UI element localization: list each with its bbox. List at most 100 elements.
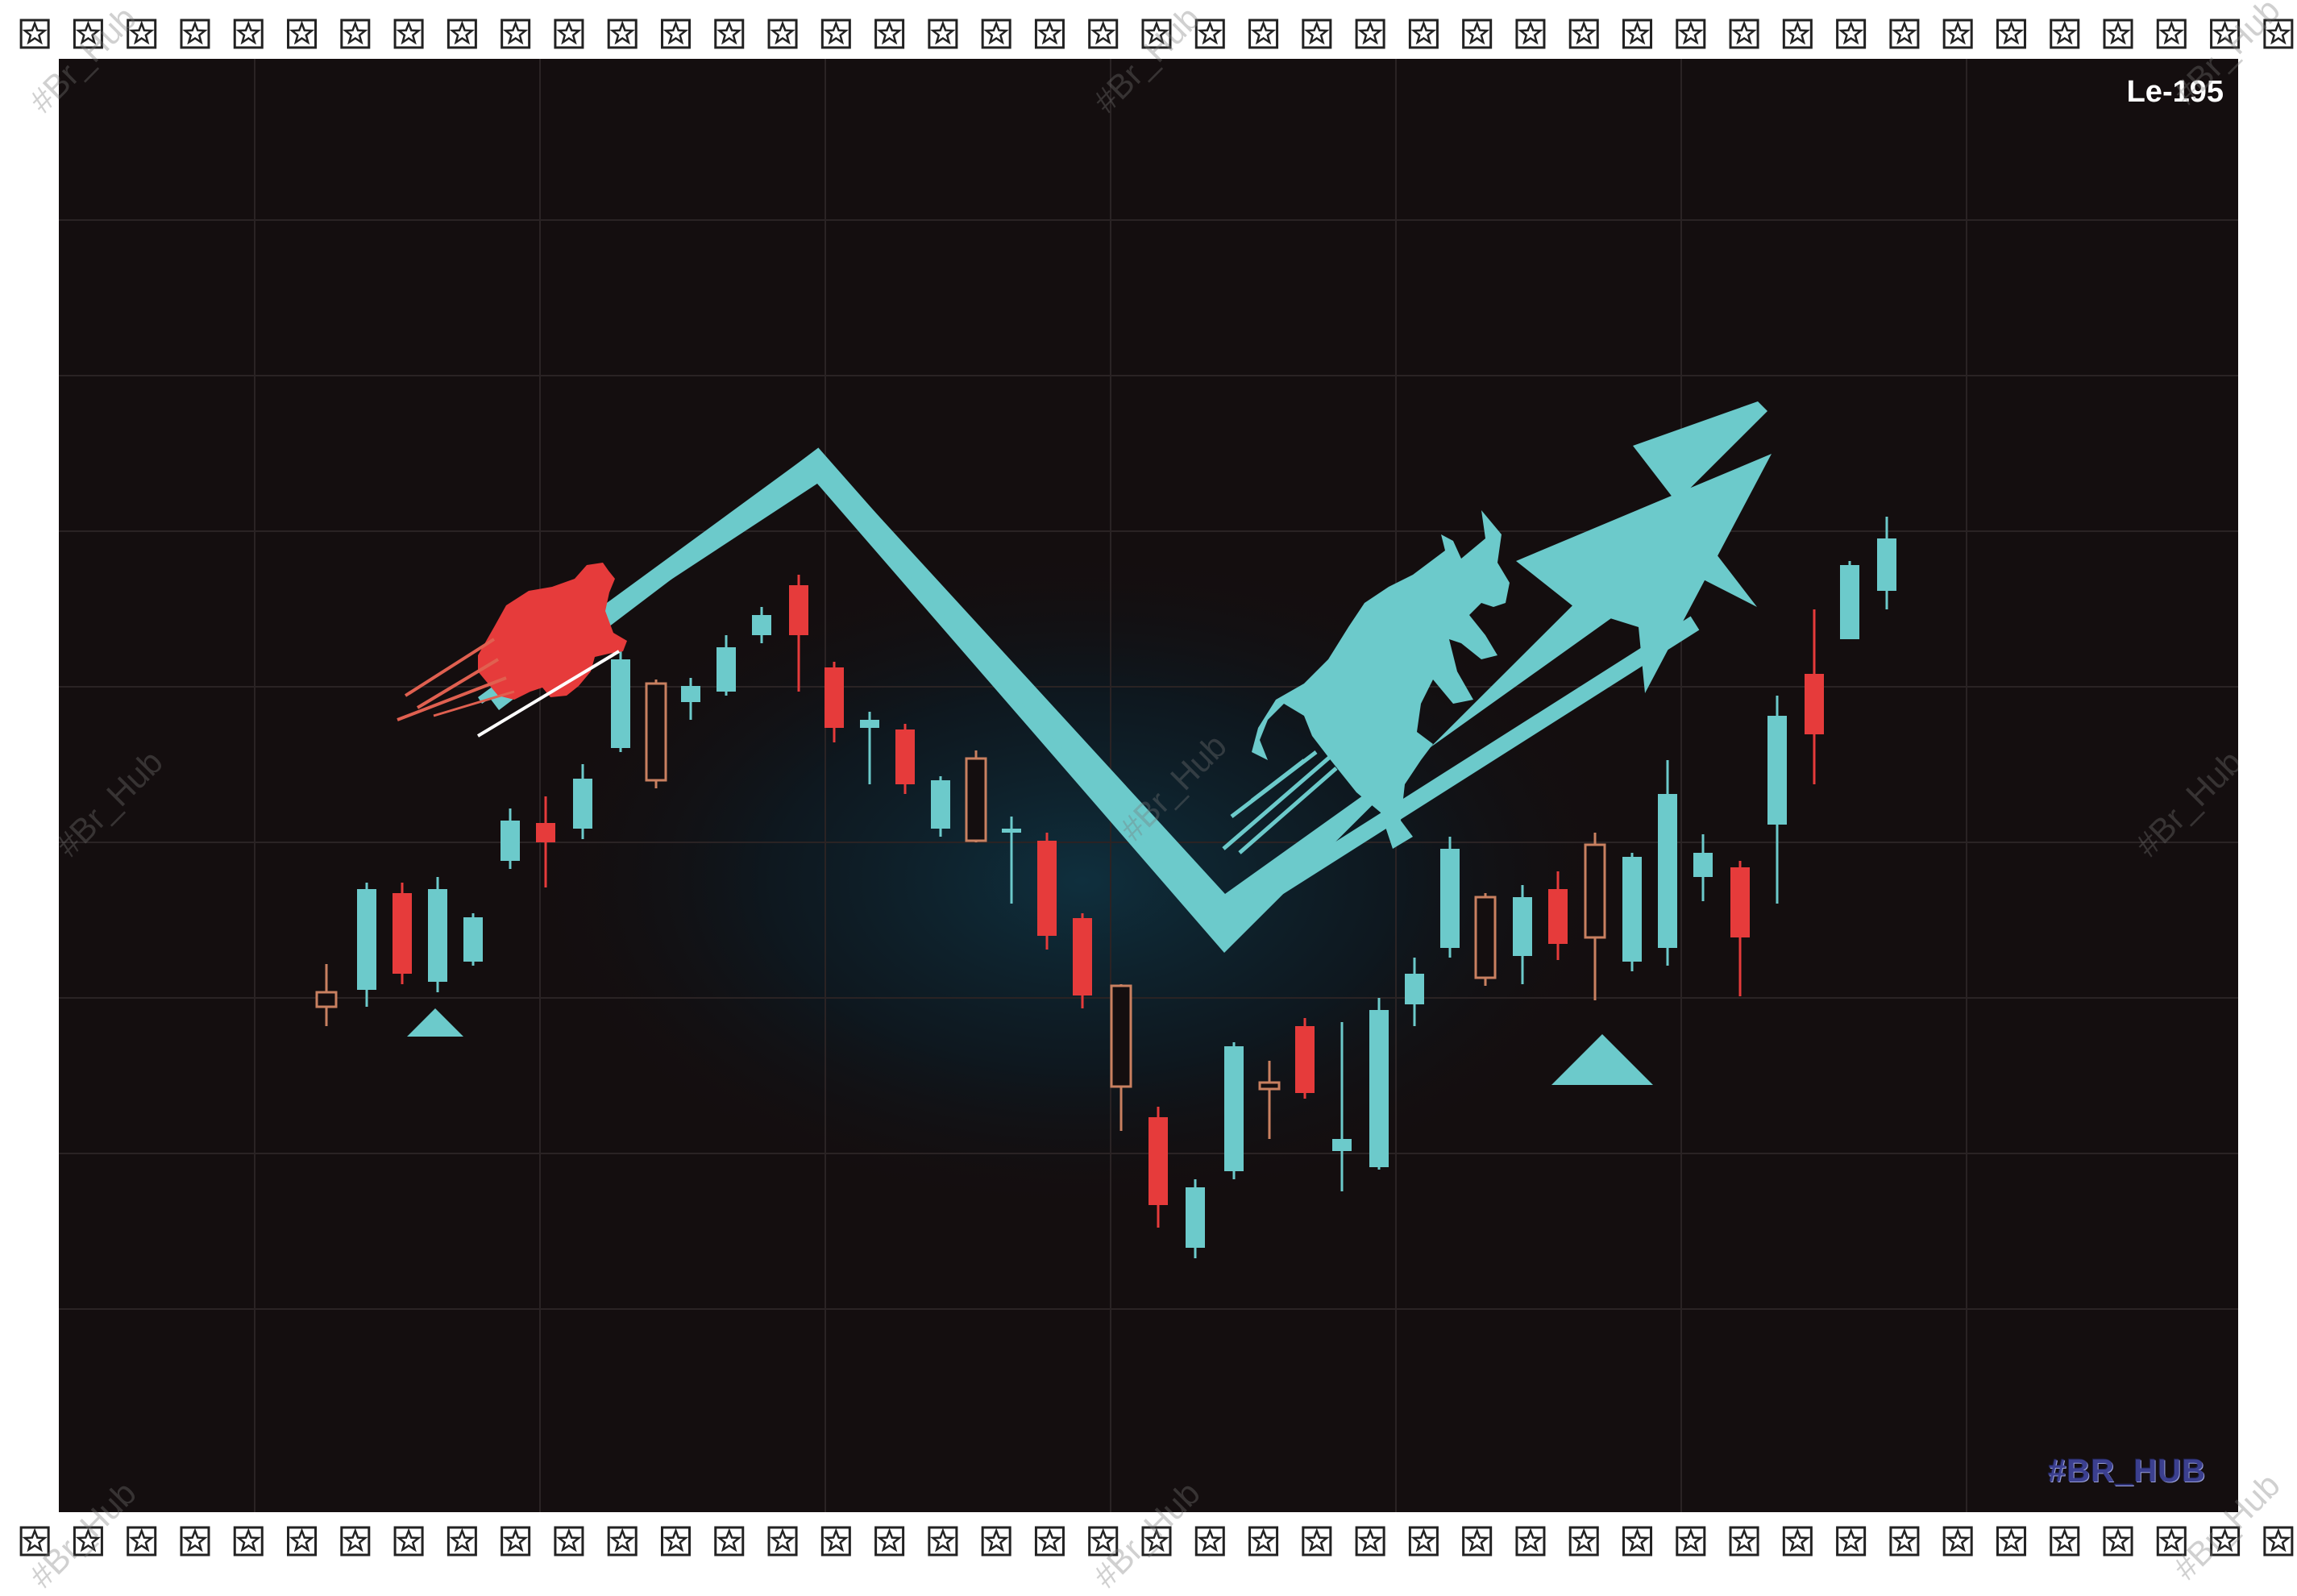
candlestick <box>1877 517 1896 609</box>
star-border-icon <box>1302 19 1332 49</box>
star-border-icon <box>1942 19 1973 49</box>
star-border-icon <box>2210 1526 2241 1557</box>
chart-illustration: Le-195 #BR_HUB #Br_Hub #Br_Hub #Br_Hub <box>59 59 2238 1512</box>
candlestick <box>1548 871 1568 960</box>
star-border-icon <box>19 19 50 49</box>
star-border-icon <box>714 1526 745 1557</box>
candlestick <box>573 764 592 839</box>
candlestick <box>357 883 376 1007</box>
candlestick <box>825 662 844 742</box>
star-border-icon <box>2156 1526 2187 1557</box>
star-border-icon <box>180 1526 210 1557</box>
candlestick <box>1805 609 1824 784</box>
trend-arrow-icon <box>478 401 1767 953</box>
candlestick <box>1405 958 1424 1026</box>
star-border-icon <box>820 19 851 49</box>
star-border-icon <box>1622 19 1653 49</box>
star-border-icon <box>127 1526 157 1557</box>
market-artwork <box>59 59 2238 1512</box>
candlestick <box>1110 984 1132 1131</box>
star-border-icon <box>1889 1526 1920 1557</box>
star-border-icon <box>607 19 638 49</box>
star-border-icon <box>1462 19 1493 49</box>
star-border-icon <box>981 1526 1011 1557</box>
star-border-icon <box>1462 1526 1493 1557</box>
candlestick <box>1658 760 1677 966</box>
star-border-icon <box>928 1526 958 1557</box>
image-code-label: Le-195 <box>2126 75 2224 109</box>
star-border-icon <box>73 19 103 49</box>
star-border-icon <box>820 1526 851 1557</box>
candlestick <box>1584 833 1606 1000</box>
candlestick <box>717 635 736 696</box>
star-border-icon <box>19 1526 50 1557</box>
grid-lines <box>59 59 2238 1512</box>
candlestick <box>463 913 483 966</box>
candlestick <box>1730 861 1750 996</box>
trend-line <box>488 447 1700 933</box>
candlestick <box>1002 817 1021 904</box>
star-border-icon <box>1729 19 1759 49</box>
star-border-bottom <box>19 1526 2294 1557</box>
candlestick <box>1693 834 1713 901</box>
star-border-icon <box>2103 1526 2133 1557</box>
candlestick <box>1037 833 1057 950</box>
star-border-icon <box>1034 1526 1065 1557</box>
star-border-icon <box>393 19 424 49</box>
star-border-icon <box>1996 1526 2026 1557</box>
candlestick <box>860 712 879 784</box>
candlestick <box>752 607 771 643</box>
star-border-icon <box>1088 19 1119 49</box>
star-border-icon <box>1302 1526 1332 1557</box>
star-border-icon <box>1194 19 1225 49</box>
star-border-icon <box>501 19 531 49</box>
star-border-icon <box>1889 19 1920 49</box>
star-border-icon <box>1996 19 2026 49</box>
star-border-icon <box>1088 1526 1119 1557</box>
star-border-icon <box>1676 19 1706 49</box>
star-border-icon <box>1836 19 1867 49</box>
star-border-icon <box>73 1526 103 1557</box>
candlestick <box>965 750 987 842</box>
candlestick <box>1258 1061 1281 1139</box>
up-triangle-icon <box>1551 1034 1653 1085</box>
candlestick <box>1622 853 1642 971</box>
star-border-icon <box>393 1526 424 1557</box>
star-border-icon <box>1515 19 1546 49</box>
star-border-icon <box>287 19 318 49</box>
star-border-icon <box>180 19 210 49</box>
star-border-icon <box>447 1526 477 1557</box>
candlestick <box>895 724 915 794</box>
candlestick <box>1767 696 1787 904</box>
star-border-icon <box>607 1526 638 1557</box>
star-border-icon <box>233 19 264 49</box>
star-border-icon <box>714 19 745 49</box>
candlestick <box>789 575 808 692</box>
candlestick <box>1148 1107 1168 1228</box>
star-border-icon <box>767 1526 798 1557</box>
candlestick <box>1840 561 1859 639</box>
star-border-icon <box>1515 1526 1546 1557</box>
candlestick <box>1186 1179 1205 1258</box>
candlestick <box>501 808 520 869</box>
candlestick-series <box>315 517 1896 1258</box>
star-border-icon <box>1248 19 1279 49</box>
star-border-icon <box>1836 1526 1867 1557</box>
star-border-icon <box>1408 1526 1439 1557</box>
candlestick <box>393 883 412 984</box>
candlestick <box>645 680 667 788</box>
arrow-head-icon <box>1516 454 1772 693</box>
star-border-icon <box>1355 1526 1385 1557</box>
candlestick <box>536 796 555 887</box>
candlestick <box>681 678 700 720</box>
star-border-icon <box>287 1526 318 1557</box>
star-border-icon <box>981 19 1011 49</box>
brand-mark: #BR_HUB <box>2048 1453 2206 1489</box>
candlestick <box>1073 913 1092 1008</box>
candlestick <box>315 964 338 1026</box>
star-border-icon <box>2156 19 2187 49</box>
bear-icon <box>397 563 627 738</box>
star-border-icon <box>501 1526 531 1557</box>
star-border-icon <box>874 19 905 49</box>
star-border-icon <box>1782 19 1813 49</box>
